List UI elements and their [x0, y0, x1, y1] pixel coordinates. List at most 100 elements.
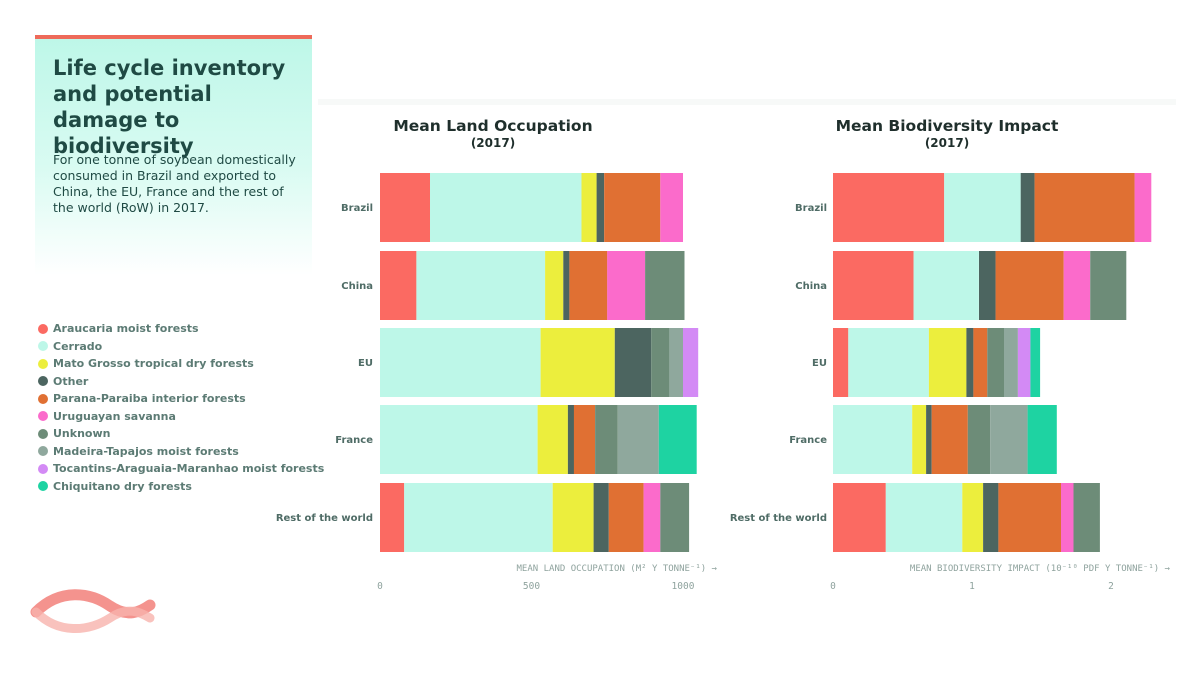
- bar-segment: [573, 405, 596, 474]
- bar-segment: [848, 328, 929, 397]
- bar-segment: [912, 405, 927, 474]
- x-tick-label: 1000: [672, 581, 695, 592]
- bar-segment: [983, 483, 999, 552]
- bar-segment: [651, 328, 670, 397]
- bar-segment: [1073, 483, 1100, 552]
- legend-swatch: [38, 463, 48, 474]
- bar-segment: [833, 251, 914, 320]
- category-label: Rest of the world: [276, 513, 373, 524]
- bar-segment: [595, 405, 618, 474]
- bar-segment: [1004, 328, 1018, 397]
- bar-segment: [645, 251, 685, 320]
- bar-segment: [1134, 173, 1152, 242]
- bar-segment: [990, 405, 1028, 474]
- legend-label: Mato Grosso tropical dry forests: [53, 357, 254, 371]
- bar-segment: [967, 405, 990, 474]
- bar-segment: [1020, 173, 1035, 242]
- legend-label: Unknown: [53, 427, 111, 441]
- x-tick-label: 2: [1108, 581, 1114, 592]
- bar-segment: [669, 328, 683, 397]
- bar-segment: [1027, 405, 1057, 474]
- category-label: China: [341, 281, 373, 292]
- bar-segment: [995, 251, 1064, 320]
- legend-swatch: [38, 393, 48, 404]
- bar-segment: [563, 251, 570, 320]
- legend-swatch: [38, 376, 48, 387]
- bar-segment: [545, 251, 564, 320]
- bar-segment: [380, 483, 405, 552]
- legend-item: Parana-Paraiba interior forests: [38, 390, 338, 408]
- x-axis-label: MEAN LAND OCCUPATION (M² Y TONNE⁻¹) →: [517, 564, 718, 574]
- legend-label: Parana-Paraiba interior forests: [53, 392, 246, 406]
- legend-swatch: [38, 428, 48, 439]
- bar-segment: [596, 173, 605, 242]
- bar-segment: [913, 251, 979, 320]
- page-subtitle: For one tonne of soybean domestically co…: [53, 152, 296, 215]
- bar-segment: [833, 405, 913, 474]
- bar-segment: [430, 173, 582, 242]
- category-label: France: [789, 435, 827, 446]
- bar-segment: [660, 483, 690, 552]
- legend-swatch: [38, 446, 48, 457]
- bar-segment: [683, 328, 699, 397]
- category-label: EU: [812, 358, 827, 369]
- bar-segment: [608, 483, 644, 552]
- bar-segment: [931, 405, 968, 474]
- x-tick-label: 1: [969, 581, 975, 592]
- legend-label: Chiquitano dry forests: [53, 479, 192, 493]
- bar-segment: [380, 251, 417, 320]
- bar-segment: [581, 173, 597, 242]
- bar-segment: [537, 405, 568, 474]
- legend-swatch: [38, 358, 48, 369]
- legend-item: Tocantins-Araguaia-Maranhao moist forest…: [38, 460, 338, 478]
- legend-item: Cerrado: [38, 338, 338, 356]
- bar-segment: [569, 251, 608, 320]
- chart-subtitle: (2017): [925, 136, 969, 150]
- category-label: China: [795, 281, 827, 292]
- bar-segment: [1063, 251, 1091, 320]
- legend: Araucaria moist forests Cerrado Mato Gross…: [38, 320, 338, 495]
- bar-segment: [614, 328, 652, 397]
- bar-segment: [998, 483, 1061, 552]
- legend-label: Madeira-Tapajos moist forests: [53, 444, 239, 458]
- bar-segment: [1030, 328, 1041, 397]
- bar-segment: [404, 483, 553, 552]
- legend-label: Araucaria moist forests: [53, 322, 199, 336]
- bar-segment: [979, 251, 996, 320]
- chart-title: Mean Biodiversity Impact: [836, 117, 1059, 135]
- x-tick-label: 0: [377, 581, 383, 592]
- bar-segment: [962, 483, 984, 552]
- legend-label: Other: [53, 374, 89, 388]
- legend-item: Uruguayan savanna: [38, 408, 338, 426]
- bar-segment: [833, 483, 886, 552]
- legend-item: Unknown: [38, 425, 338, 443]
- category-label: EU: [358, 358, 373, 369]
- category-label: Brazil: [341, 203, 373, 214]
- bar-segment: [617, 405, 659, 474]
- bar-segment: [926, 405, 932, 474]
- bar-segment: [604, 173, 661, 242]
- bar-segment: [833, 328, 849, 397]
- legend-label: Tocantins-Araguaia-Maranhao moist forest…: [53, 462, 325, 476]
- legend-item: Other: [38, 373, 338, 391]
- wave-logo-stroke-2: [31, 606, 155, 633]
- bar-segment: [1017, 328, 1031, 397]
- legend-swatch: [38, 323, 48, 334]
- legend-swatch: [38, 481, 48, 492]
- legend-item: Chiquitano dry forests: [38, 478, 338, 496]
- legend-item: Madeira-Tapajos moist forests: [38, 443, 338, 461]
- header-band: [318, 99, 1176, 105]
- legend-swatch: [38, 341, 48, 352]
- bar-segment: [1090, 251, 1127, 320]
- legend-label: Uruguayan savanna: [53, 409, 176, 423]
- bar-segment: [593, 483, 609, 552]
- bar-segment: [944, 173, 1021, 242]
- page-title: Life cycle inventory and potential damag…: [53, 56, 286, 158]
- bar-segment: [660, 173, 683, 242]
- chart-title: Mean Land Occupation: [393, 117, 592, 135]
- bar-segment: [380, 173, 430, 242]
- category-label: Rest of the world: [730, 513, 827, 524]
- bar-segment: [885, 483, 963, 552]
- bar-segment: [1061, 483, 1074, 552]
